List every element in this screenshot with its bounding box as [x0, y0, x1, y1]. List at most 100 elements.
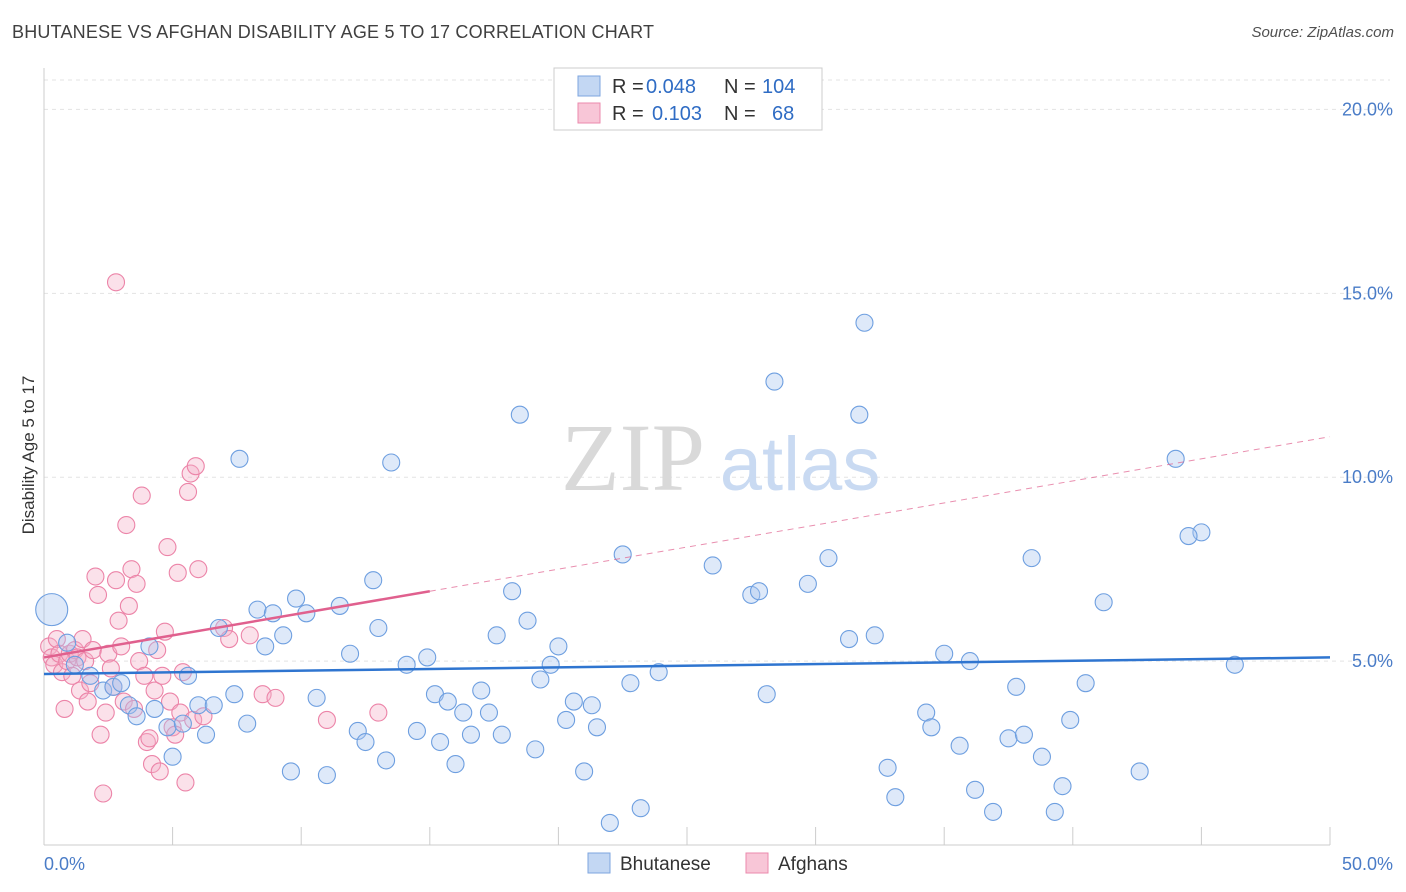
bhutanese-point — [582, 696, 601, 715]
bhutanese-point — [287, 589, 306, 608]
bottom-legend-label-bhutanese: Bhutanese — [620, 854, 711, 875]
bhutanese-point — [189, 696, 208, 715]
legend-swatch-bhutanese — [577, 75, 601, 97]
bhutanese-point — [472, 681, 491, 700]
tick-labels: 5.0% 10.0% 15.0% 20.0% 0.0% 50.0% — [44, 99, 1393, 874]
afghan-point — [88, 585, 108, 604]
afghan-point — [55, 699, 74, 718]
bhutanese-point — [850, 405, 869, 424]
bhutanese-point — [855, 313, 874, 332]
bhutanese-point — [999, 729, 1018, 748]
bhutanese-point — [158, 718, 177, 737]
afghan-point — [194, 707, 213, 726]
watermark-atlas: atlas — [720, 422, 881, 507]
bhutanese-point — [140, 637, 159, 656]
bhutanese-point — [1032, 747, 1051, 766]
bhutanese-point — [649, 663, 668, 682]
bhutanese-point — [549, 637, 568, 656]
bhutanese-point — [397, 655, 416, 674]
afghan-point — [186, 457, 205, 476]
bhutanese-point — [600, 813, 619, 832]
bhutanese-point — [407, 721, 426, 741]
bhutanese-point — [341, 644, 360, 663]
bhutanese-point — [935, 644, 954, 663]
afghan-point — [78, 692, 97, 711]
bhutanese-point — [575, 762, 594, 781]
bhutanese-point — [631, 799, 650, 818]
bhutanese-point — [503, 582, 522, 601]
axes — [43, 68, 1331, 846]
bhutanese-point — [127, 707, 146, 726]
afghan-trend-line — [43, 589, 431, 659]
afghan-trend-extension — [429, 436, 1331, 592]
bhutanese-point — [765, 372, 784, 391]
bhutanese-point — [1045, 802, 1064, 821]
afghan-point — [106, 273, 126, 292]
bhutanese-point — [225, 685, 244, 704]
afghan-point — [109, 611, 128, 630]
bhutanese-point — [479, 703, 499, 722]
bhutanese-point — [58, 633, 77, 652]
bhutanese-points — [35, 313, 1244, 832]
legend-r-value-2: 0.103 — [652, 103, 702, 125]
legend-swatch-afghans — [577, 102, 601, 124]
afghan-point — [135, 666, 154, 685]
bhutanese-point — [621, 674, 640, 693]
bhutanese-point — [438, 692, 457, 711]
legend-n-label-1: N = — [724, 76, 756, 98]
bhutanese-point — [819, 549, 838, 568]
bhutanese-point — [749, 582, 769, 601]
bhutanese-point — [418, 648, 437, 667]
afghan-point — [47, 629, 66, 649]
afghan-point — [119, 596, 138, 615]
bhutanese-point — [369, 618, 388, 638]
bhutanese-trend-line — [43, 656, 1331, 676]
bhutanese-point — [798, 574, 817, 593]
bhutanese-point — [487, 626, 506, 645]
bhutanese-point — [839, 629, 859, 649]
afghan-point — [160, 692, 180, 711]
afghan-point — [158, 538, 177, 557]
bhutanese-point — [238, 714, 257, 733]
bhutanese-point — [307, 688, 326, 707]
bhutanese-point — [1022, 549, 1041, 568]
bhutanese-point — [865, 626, 884, 645]
afghan-point — [106, 571, 126, 590]
legend-box: R = 0.048 N = 104 R = 0.103 N = 68 — [553, 67, 823, 131]
bhutanese-point — [587, 718, 607, 737]
bhutanese-point — [886, 788, 905, 807]
afghan-point — [168, 563, 187, 582]
afghan-point — [73, 629, 92, 649]
afghan-point — [317, 710, 336, 730]
bhutanese-point — [1130, 762, 1149, 781]
afghan-point — [63, 666, 82, 685]
afghan-point — [153, 666, 172, 685]
afghan-point — [127, 574, 146, 593]
x-tick-label-max: 50.0% — [1342, 854, 1393, 874]
y-tick-label: 5.0% — [1352, 651, 1393, 671]
afghan-point — [40, 637, 59, 656]
bhutanese-point — [35, 593, 69, 627]
afghan-point — [94, 784, 113, 803]
bhutanese-point — [922, 718, 941, 737]
bottom-legend: Bhutanese Afghans — [587, 852, 848, 875]
bhutanese-point — [950, 736, 969, 755]
bhutanese-point — [564, 692, 583, 711]
afghan-point — [142, 755, 162, 774]
bhutanese-point — [274, 626, 293, 645]
bhutanese-point — [461, 725, 481, 744]
legend-n-value-2: 68 — [772, 103, 794, 125]
chart-title: BHUTANESE VS AFGHAN DISABILITY AGE 5 TO … — [12, 22, 655, 42]
bhutanese-point — [281, 762, 300, 781]
bhutanese-point — [492, 725, 511, 744]
bhutanese-point — [364, 571, 383, 590]
afghan-point — [91, 725, 110, 744]
x-tick-label-min: 0.0% — [44, 854, 85, 874]
bhutanese-point — [878, 758, 897, 777]
bhutanese-point — [248, 600, 267, 619]
afghan-point — [266, 688, 285, 707]
afghan-point — [117, 515, 136, 535]
bhutanese-point — [173, 714, 192, 733]
trend-lines — [43, 436, 1331, 676]
